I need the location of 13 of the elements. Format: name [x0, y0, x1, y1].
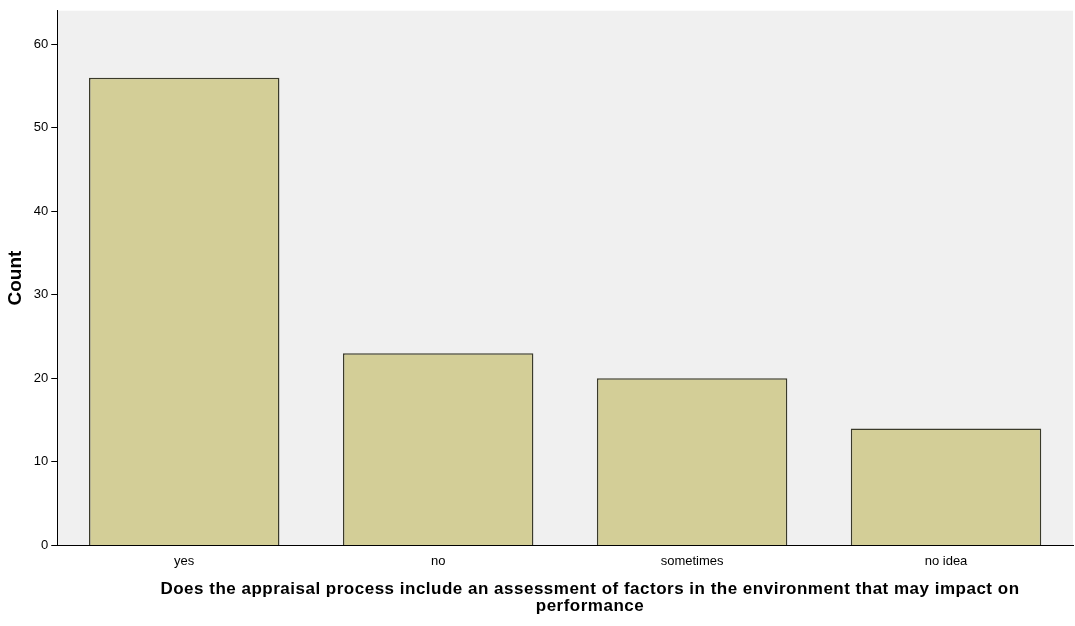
y-tick-label: 40 — [33, 202, 49, 218]
y-tick-label: 50 — [33, 119, 49, 135]
y-tick-label: 0 — [41, 536, 49, 552]
x-axis-title: Does the appraisal process include an assessment of factors in the environment that may impact on performance — [159, 579, 1021, 615]
y-tick-label: 60 — [33, 35, 49, 51]
x-tick-label: yes — [174, 552, 195, 568]
y-tick-label: 30 — [33, 286, 49, 302]
y-tick-label: 20 — [33, 369, 49, 385]
x-tick-label: no — [430, 552, 446, 568]
y-axis-title: Count — [3, 250, 25, 306]
x-tick-label: no idea — [924, 552, 969, 568]
y-tick-label: 10 — [33, 453, 49, 469]
x-tick-label: sometimes — [660, 552, 725, 568]
